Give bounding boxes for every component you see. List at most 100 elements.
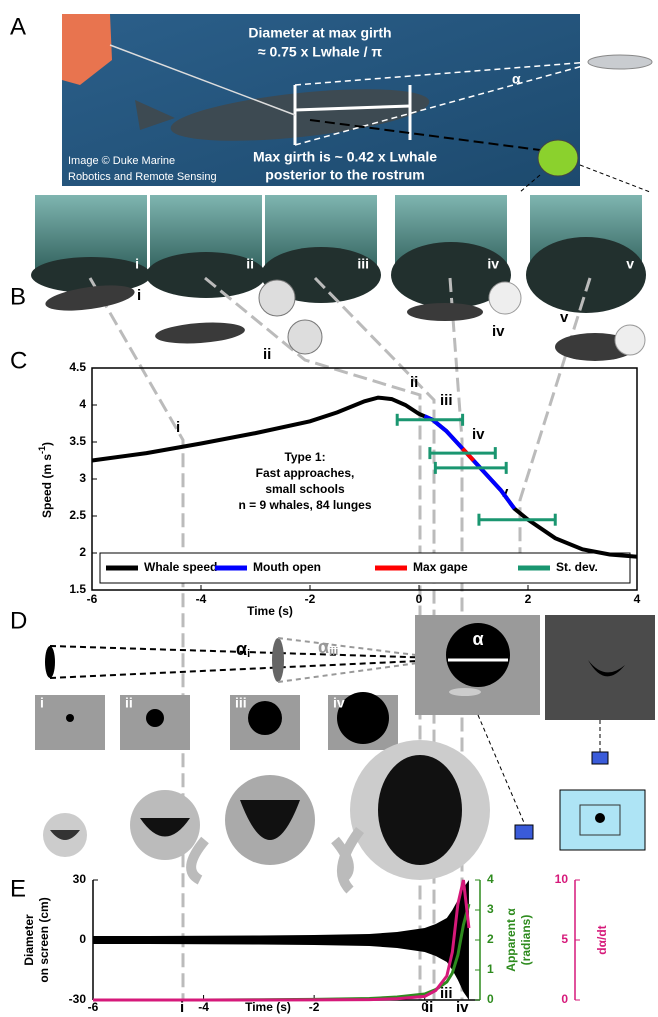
frame-label: v: [626, 256, 634, 272]
frame-label: iii: [357, 256, 369, 272]
frame-label: i: [40, 695, 44, 711]
annotation: iv: [456, 999, 469, 1016]
annotation: ≈ 0.75 x Lwhale / π: [258, 44, 383, 60]
y-axis-label-end: ): [40, 442, 54, 446]
tick-label: 4: [487, 872, 494, 886]
sight-line: [50, 660, 440, 678]
tick-label: 5: [561, 932, 568, 946]
tick-label: 3: [487, 902, 494, 916]
legend-label: Max gape: [413, 560, 468, 574]
fish-school: [288, 320, 322, 354]
frame-label: i: [135, 256, 139, 272]
y-axis-label: on screen (cm): [37, 897, 51, 982]
frame-label: iv: [487, 256, 499, 272]
panel-letter: B: [10, 283, 26, 310]
disc: [595, 813, 605, 823]
y3-axis-label: dα/dt: [595, 925, 609, 954]
tick-label: 30: [73, 872, 87, 886]
tick-label: 0: [79, 932, 86, 946]
mouth: [378, 755, 462, 865]
x-axis-label: Time (s): [247, 604, 293, 618]
y-tick-label: 3.5: [69, 434, 86, 448]
frame: [35, 695, 105, 750]
panel-letter: D: [10, 607, 27, 634]
legend-label: Mouth open: [253, 560, 321, 574]
frame-label: ii: [125, 695, 133, 711]
annotation: iv: [472, 426, 485, 443]
frame-label: ii: [246, 256, 254, 272]
error-bar: [397, 414, 462, 426]
panel-a: A Diameter at max girth ≈ 0.75 x Lwhale …: [10, 13, 652, 192]
credit: Image © Duke Marine: [68, 155, 175, 167]
y-tick-label: 2.5: [69, 508, 86, 522]
panel-letter: A: [10, 13, 26, 40]
figure: A Diameter at max girth ≈ 0.75 x Lwhale …: [0, 0, 658, 1017]
angle-label: α: [512, 71, 521, 87]
y2-axis-label: Apparent α: [504, 908, 518, 972]
annotation: i: [180, 999, 184, 1016]
panel-letter: E: [10, 875, 26, 902]
angle-sub: iii: [329, 646, 338, 658]
panel-c: C Speed (m s-1) Time (s) Type 1: Fast ap…: [10, 347, 637, 618]
line: [93, 904, 469, 1000]
guide-line: [90, 278, 183, 1000]
annotation: iii: [440, 392, 453, 409]
tick-label: 2: [487, 932, 494, 946]
annotation: iii: [440, 985, 453, 1002]
angle-label: αiii: [318, 637, 338, 658]
area: [93, 880, 469, 1000]
disc: [66, 714, 74, 722]
fish-school: [489, 282, 521, 314]
zoom-line: [580, 165, 650, 192]
note: small schools: [265, 482, 345, 496]
error-bar: [435, 462, 506, 474]
angle-sub: i: [247, 648, 250, 660]
whale: [154, 320, 245, 346]
legend-label: Whale speed: [144, 560, 217, 574]
fish-school: [259, 280, 295, 316]
panel-letter: C: [10, 347, 27, 374]
tick-label: 10: [555, 872, 569, 886]
panel-d: D αi αiii α i ii iii iv: [10, 607, 655, 890]
angle-symbol: α: [236, 639, 247, 659]
y-tick-label: 4.5: [69, 360, 86, 374]
tick-label: 0: [561, 992, 568, 1006]
fish: [449, 688, 481, 696]
annotation: i: [176, 419, 180, 436]
tick-label: 1: [487, 962, 494, 976]
panel-e: E Diameter on screen (cm) Apparent α (ra…: [10, 875, 609, 1016]
note: Type 1:: [284, 450, 325, 464]
annotation: Diameter at max girth: [248, 25, 391, 41]
frame-label: iv: [333, 695, 345, 711]
legend-label: St. dev.: [556, 560, 598, 574]
x-axis-label: Time (s): [245, 1000, 291, 1014]
whale-label: i: [137, 287, 141, 304]
whale-back: [526, 237, 646, 313]
x-tick-label: -2: [309, 1000, 320, 1014]
whale: [407, 303, 483, 321]
flipper: [191, 840, 205, 880]
x-tick-label: 4: [634, 592, 641, 606]
frame-label: iii: [235, 695, 247, 711]
annotation: ii: [410, 374, 418, 391]
angle-label: α: [472, 629, 483, 649]
camera: [592, 752, 608, 764]
y-axis-label-text: Speed (m s: [40, 454, 54, 518]
y-tick-label: 1.5: [69, 582, 86, 596]
guide-line: [520, 278, 590, 555]
angle-symbol: α: [318, 637, 329, 657]
whale-label: ii: [263, 346, 271, 363]
credit: Robotics and Remote Sensing: [68, 171, 217, 183]
annotation: posterior to the rostrum: [265, 167, 424, 183]
camera: [515, 825, 533, 839]
tank-photo: [545, 615, 655, 720]
y-axis-label: Speed (m s-1): [37, 442, 54, 518]
y-tick-label: 2: [79, 545, 86, 559]
tick-label: -30: [69, 992, 87, 1006]
whale-label: iv: [492, 323, 505, 340]
x-tick-label: -4: [196, 592, 207, 606]
x-tick-label: -6: [87, 592, 98, 606]
error-bar: [479, 514, 555, 526]
y-tick-label: 3: [79, 471, 86, 485]
fish: [588, 55, 652, 69]
